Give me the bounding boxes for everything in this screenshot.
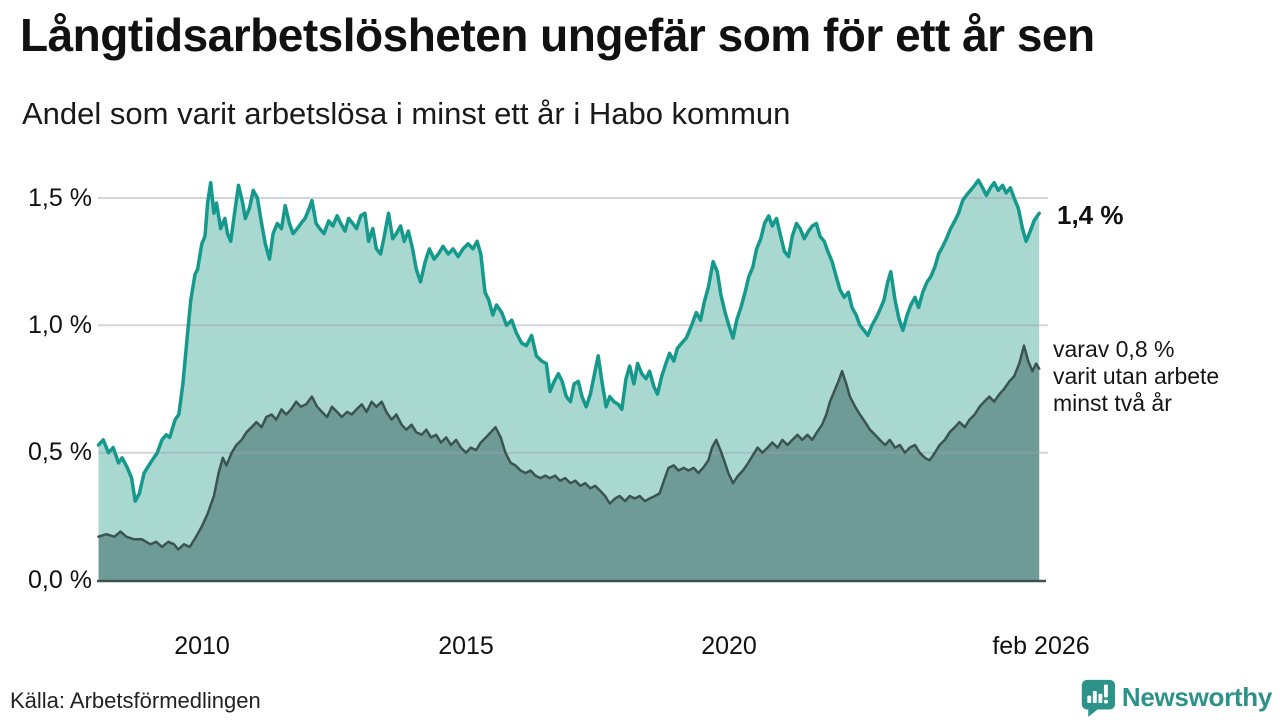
annotation-line: varit utan arbete bbox=[1053, 363, 1220, 389]
y-axis-tick-label: 1,5 % bbox=[28, 184, 92, 212]
y-axis-tick-label: 1,0 % bbox=[28, 311, 92, 339]
page-subtitle: Andel som varit arbetslösa i minst ett å… bbox=[22, 96, 791, 131]
series-line-0 bbox=[96, 178, 1041, 503]
secondary-series-annotation: varav 0,8 % varit utan arbete minst två … bbox=[1053, 336, 1219, 417]
x-axis-tick-label: feb 2026 bbox=[992, 632, 1090, 660]
x-axis-tick-label: 2010 bbox=[174, 632, 230, 660]
annotation-line: minst två år bbox=[1053, 390, 1172, 416]
series-line-1 bbox=[97, 344, 1041, 551]
source-attribution: Källa: Arbetsförmedlingen bbox=[10, 688, 261, 713]
annotation-line: varav 0,8 % bbox=[1053, 336, 1175, 362]
y-axis-tick-label: 0,0 % bbox=[28, 566, 92, 594]
newsworthy-logo-icon bbox=[1081, 679, 1115, 717]
series-end-value-label: 1,4 % bbox=[1057, 200, 1124, 230]
page-title: Långtidsarbetslösheten ungefär som för e… bbox=[20, 9, 1095, 61]
newsworthy-brand: Newsworthy bbox=[1079, 677, 1272, 717]
newsworthy-logo-text: Newsworthy bbox=[1121, 681, 1272, 712]
y-axis-tick-label: 0,5 % bbox=[28, 438, 92, 466]
series-area-1 bbox=[98, 345, 1040, 580]
x-axis-tick-label: 2015 bbox=[438, 632, 494, 660]
x-axis-tick-label: 2020 bbox=[701, 632, 757, 660]
